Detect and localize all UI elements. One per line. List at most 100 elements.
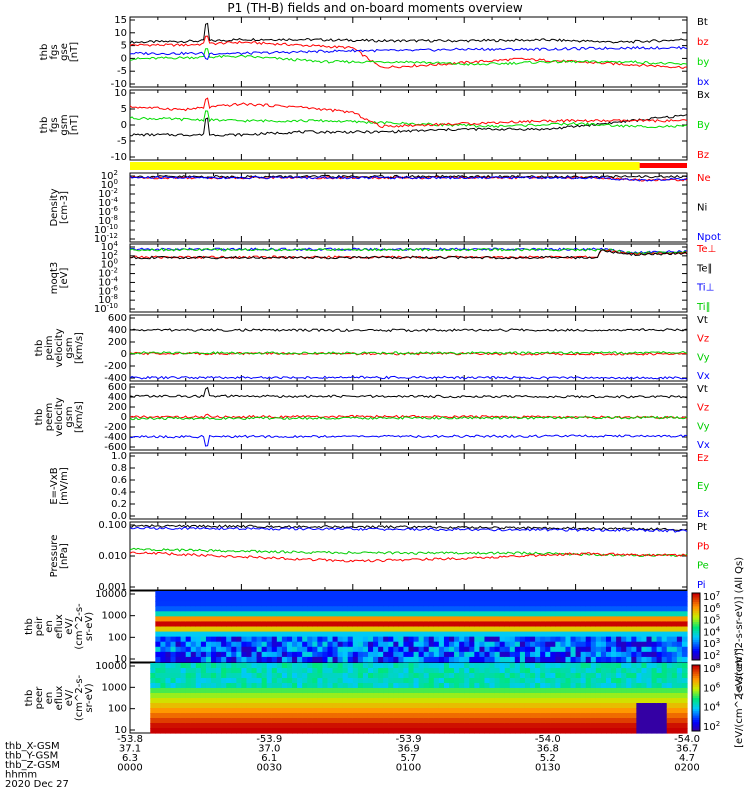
colorbar-segment — [692, 651, 700, 654]
heatmap-peer_spec-cell — [211, 673, 217, 679]
heatmap-peir_spec-cell — [347, 641, 354, 648]
heatmap-peer_spec-cell — [438, 723, 445, 729]
heatmap-peer_spec-cell — [616, 728, 622, 734]
heatmap-peer_spec-cell — [332, 703, 339, 709]
heatmap-peir_spec-cell — [251, 641, 258, 648]
heatmap-peer_spec-cell — [449, 708, 455, 714]
heatmap-peir_spec-cell — [160, 596, 167, 602]
heatmap-peer_spec-cell — [327, 703, 334, 709]
heatmap-peir_spec-cell — [651, 606, 658, 612]
heatmap-peir_spec-cell — [286, 596, 293, 602]
heatmap-peer_spec-cell — [211, 708, 217, 714]
heatmap-peir_spec-cell — [261, 611, 268, 617]
heatmap-peir_spec-cell — [418, 606, 425, 612]
heatmap-peir_spec-cell — [332, 656, 339, 663]
heatmap-peir_spec-cell — [312, 616, 318, 623]
heatmap-peer_spec-cell — [555, 663, 562, 669]
heatmap-peer_spec-cell — [616, 673, 622, 679]
heatmap-peer_spec-cell — [180, 703, 187, 709]
heatmap-peer_spec-cell — [474, 713, 480, 719]
heatmap-peir_spec-cell — [479, 606, 486, 612]
heatmap-peer_spec-cell — [307, 723, 313, 729]
heatmap-peer_spec-cell — [180, 668, 187, 674]
heatmap-peir_spec-cell — [403, 646, 410, 653]
heatmap-peir_spec-cell — [297, 636, 303, 643]
colorbar-segment — [692, 678, 700, 681]
footer-value: 5.2 — [540, 753, 556, 764]
heatmap-peir_spec-cell — [428, 611, 435, 617]
heatmap-peir_spec-cell — [276, 651, 283, 658]
ytick-label: 0 — [121, 349, 127, 360]
heatmap-peer_spec-cell — [347, 663, 354, 669]
heatmap-peer_spec-cell — [216, 693, 222, 699]
heatmap-peer_spec-cell — [671, 728, 678, 734]
heatmap-peir_spec-cell — [302, 601, 308, 607]
heatmap-peir_spec-cell — [514, 591, 521, 597]
heatmap-peir_spec-cell — [464, 591, 470, 597]
heatmap-peer_spec-cell — [469, 668, 475, 674]
heatmap-peer_spec-cell — [423, 688, 430, 694]
heatmap-peer_spec-cell — [585, 668, 592, 674]
heatmap-peer_spec-cell — [626, 693, 632, 699]
heatmap-peer_spec-cell — [200, 693, 207, 699]
heatmap-peer_spec-cell — [150, 703, 156, 709]
heatmap-peir_spec-cell — [519, 621, 526, 628]
heatmap-peir_spec-cell — [322, 656, 329, 663]
heatmap-peer_spec-cell — [261, 678, 268, 684]
heatmap-peer_spec-cell — [226, 693, 232, 699]
heatmap-peir_spec-cell — [170, 601, 177, 607]
heatmap-peer_spec-cell — [580, 673, 587, 679]
heatmap-peir_spec-cell — [605, 606, 612, 612]
heatmap-peer_spec-cell — [504, 688, 511, 694]
heatmap-peir_spec-cell — [514, 621, 521, 628]
heatmap-peer_spec-cell — [555, 688, 562, 694]
heatmap-peir_spec-cell — [575, 616, 582, 623]
heatmap-peer_spec-cell — [347, 688, 354, 694]
heatmap-peir_spec-cell — [605, 636, 612, 643]
heatmap-peer_spec-cell — [509, 663, 516, 669]
heatmap-peir_spec-cell — [560, 626, 567, 633]
heatmap-peir_spec-cell — [565, 611, 572, 617]
heatmap-peer_spec-cell — [605, 683, 612, 689]
heatmap-peir_spec-cell — [499, 646, 506, 653]
heatmap-peir_spec-cell — [297, 606, 303, 612]
heatmap-peir_spec-cell — [509, 601, 516, 607]
heatmap-peir_spec-cell — [504, 606, 511, 612]
heatmap-peir_spec-cell — [570, 651, 577, 658]
heatmap-peir_spec-cell — [636, 601, 643, 607]
heatmap-peir_spec-cell — [560, 646, 567, 653]
heatmap-peer_spec-cell — [398, 718, 405, 724]
heatmap-peer_spec-cell — [585, 703, 592, 709]
heatmap-peer_spec-cell — [317, 683, 324, 689]
heatmap-peer_spec-cell — [585, 708, 592, 714]
heatmap-peir_spec-cell — [393, 591, 399, 597]
heatmap-peer_spec-cell — [373, 718, 379, 724]
heatmap-peir_spec-cell — [357, 601, 364, 607]
heatmap-peir_spec-cell — [626, 651, 632, 658]
heatmap-peir_spec-cell — [626, 596, 632, 602]
heatmap-peer_spec-cell — [286, 718, 293, 724]
heatmap-peer_spec-cell — [373, 673, 379, 679]
heatmap-peir_spec-cell — [378, 591, 384, 597]
heatmap-peir_spec-cell — [590, 591, 597, 597]
heatmap-peir_spec-cell — [621, 596, 627, 602]
heatmap-peir_spec-cell — [195, 616, 202, 623]
heatmap-peir_spec-cell — [226, 631, 232, 638]
heatmap-peer_spec-cell — [251, 668, 258, 674]
heatmap-peir_spec-cell — [241, 611, 248, 617]
heatmap-peer_spec-cell — [190, 688, 197, 694]
heatmap-peir_spec-cell — [449, 616, 455, 623]
colorbar-segment — [692, 628, 700, 632]
heatmap-peer_spec-cell — [150, 663, 156, 669]
colorbar-tick: 102 — [703, 649, 720, 662]
heatmap-peir_spec-cell — [373, 601, 379, 607]
heatmap-peer_spec-cell — [367, 688, 374, 694]
heatmap-peer_spec-cell — [671, 713, 678, 719]
heatmap-peer_spec-cell — [661, 708, 668, 714]
heatmap-peir_spec-cell — [276, 601, 283, 607]
heatmap-peer_spec-cell — [378, 698, 384, 704]
heatmap-peer_spec-cell — [616, 668, 622, 674]
heatmap-peer_spec-cell — [535, 723, 541, 729]
heatmap-peir_spec-cell — [428, 646, 435, 653]
heatmap-peir_spec-cell — [297, 656, 303, 663]
